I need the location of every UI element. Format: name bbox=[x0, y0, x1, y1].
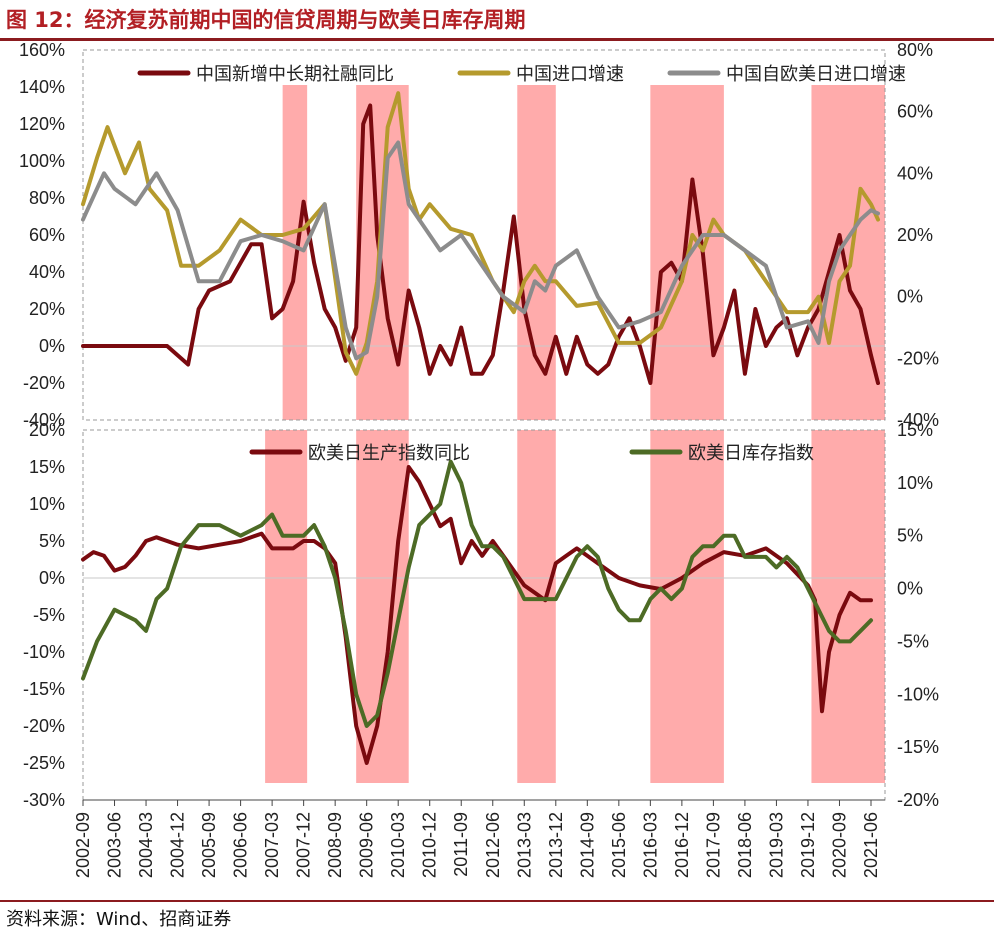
x-tick-label: 2020-09 bbox=[829, 812, 849, 878]
y-left-tick-label: 10% bbox=[29, 494, 65, 514]
legend-label: 中国新增中长期社融同比 bbox=[196, 64, 394, 84]
x-tick-label: 2012-06 bbox=[483, 812, 503, 878]
x-tick-label: 2009-06 bbox=[357, 812, 377, 878]
figure-title: 图 12：经济复苏前期中国的信贷周期与欧美日库存周期 bbox=[6, 8, 526, 32]
x-tick-label: 2005-09 bbox=[199, 812, 219, 878]
x-tick-label: 2018-06 bbox=[735, 812, 755, 878]
y-right-tick-label: 60% bbox=[897, 102, 933, 122]
x-tick-label: 2015-06 bbox=[609, 812, 629, 878]
y-right-tick-label: 15% bbox=[897, 420, 933, 440]
shaded-period bbox=[650, 430, 724, 783]
y-left-tick-label: 120% bbox=[19, 114, 65, 134]
y-right-tick-label: 0% bbox=[897, 287, 923, 307]
x-tick-label: 2003-06 bbox=[105, 812, 125, 878]
legend-label: 欧美日库存指数 bbox=[688, 443, 814, 463]
x-tick-label: 2004-12 bbox=[168, 812, 188, 878]
y-right-tick-label: -15% bbox=[897, 737, 939, 757]
top-panel: 160% 140% 120% 100% 80% 60% 40% 20% 0% -20% -40% 80… bbox=[19, 40, 939, 430]
y-left-tick-label: 20% bbox=[29, 420, 65, 440]
y-left-tick-label: 60% bbox=[29, 225, 65, 245]
x-tick-label: 2010-12 bbox=[420, 812, 440, 878]
plot-frame bbox=[82, 429, 886, 801]
y-right-tick-label: 0% bbox=[897, 579, 923, 599]
x-tick-label: 2004-03 bbox=[136, 812, 156, 878]
source-note: 资料来源：Wind、招商证券 bbox=[6, 909, 232, 930]
shaded-period bbox=[517, 430, 556, 783]
y-left-tick-label: 0% bbox=[39, 568, 65, 588]
y-right-tick-label: 40% bbox=[897, 163, 933, 183]
shaded-period bbox=[517, 85, 556, 420]
source-rule bbox=[0, 900, 994, 902]
x-tick-label: 2021-06 bbox=[861, 812, 881, 878]
y-left-tick-label: 80% bbox=[29, 188, 65, 208]
x-tick-label: 2002-09 bbox=[73, 812, 93, 878]
y-left-tick-label: 15% bbox=[29, 457, 65, 477]
x-tick-label: 2010-03 bbox=[388, 812, 408, 878]
shaded-period bbox=[811, 430, 885, 783]
y-right-tick-label: -20% bbox=[897, 348, 939, 368]
y-right-tick-label: -10% bbox=[897, 684, 939, 704]
y-left-tick-label: 5% bbox=[39, 531, 65, 551]
x-tick-label: 2013-03 bbox=[514, 812, 534, 878]
x-tick-label: 2019-03 bbox=[766, 812, 786, 878]
plot-frame bbox=[82, 49, 886, 421]
y-right-tick-label: -5% bbox=[897, 631, 929, 651]
y-left-tick-label: 160% bbox=[19, 40, 65, 60]
y-right-tick-label: 10% bbox=[897, 473, 933, 493]
series-line bbox=[81, 459, 873, 728]
y-left-tick-label: 0% bbox=[39, 336, 65, 356]
x-tick-label: 2017-09 bbox=[703, 812, 723, 878]
y-left-tick-label: 20% bbox=[29, 299, 65, 319]
title-rule bbox=[0, 38, 994, 41]
series-line bbox=[81, 103, 880, 385]
y-left-tick-label: -30% bbox=[23, 790, 65, 810]
legend-label: 中国自欧美日进口增速 bbox=[726, 64, 906, 84]
y-right-tick-label: 80% bbox=[897, 40, 933, 60]
y-right-tick-label: 20% bbox=[897, 225, 933, 245]
y-left-tick-label: -20% bbox=[23, 373, 65, 393]
y-left-tick-label: 100% bbox=[19, 151, 65, 171]
y-right-tick-label: -20% bbox=[897, 790, 939, 810]
y-left-tick-label: -25% bbox=[23, 753, 65, 773]
x-tick-label: 2016-03 bbox=[640, 812, 660, 878]
chart-canvas: 160% 140% 120% 100% 80% 60% 40% 20% 0% -20% -40% 80… bbox=[19, 40, 939, 878]
legend-label: 欧美日生产指数同比 bbox=[308, 443, 470, 463]
legend-label: 中国进口增速 bbox=[516, 64, 624, 84]
series-line bbox=[81, 465, 873, 765]
x-tick-label: 2019-12 bbox=[798, 812, 818, 878]
bottom-panel: 20% 15% 10% 5% 0% -5% -10% -15% -20% -25% -30% 15% 1… bbox=[23, 420, 939, 810]
y-right-tick-label: 5% bbox=[897, 526, 923, 546]
x-tick-label: 2007-12 bbox=[294, 812, 314, 878]
x-tick-label: 2013-12 bbox=[546, 812, 566, 878]
shaded-period bbox=[265, 430, 308, 783]
y-left-tick-label: 140% bbox=[19, 77, 65, 97]
x-tick-label: 2016-12 bbox=[672, 812, 692, 878]
y-left-tick-label: 40% bbox=[29, 262, 65, 282]
y-right-tick-label: -40% bbox=[897, 410, 939, 430]
series-line bbox=[81, 140, 880, 361]
y-left-tick-label: -5% bbox=[33, 605, 65, 625]
x-axis: 2002-09 2003-06 2004-03 2004-12 2005-09 2006-… bbox=[73, 799, 885, 878]
x-tick-label: 2008-09 bbox=[325, 812, 345, 878]
x-tick-label: 2011-09 bbox=[451, 812, 471, 877]
series-line bbox=[81, 91, 880, 376]
x-tick-label: 2006-06 bbox=[231, 812, 251, 878]
x-tick-label: 2007-03 bbox=[262, 812, 282, 878]
x-tick-label: 2014-09 bbox=[577, 812, 597, 878]
y-left-tick-label: -10% bbox=[23, 642, 65, 662]
y-left-tick-label: -40% bbox=[23, 410, 65, 430]
y-left-tick-label: -15% bbox=[23, 679, 65, 699]
y-left-tick-label: -20% bbox=[23, 716, 65, 736]
